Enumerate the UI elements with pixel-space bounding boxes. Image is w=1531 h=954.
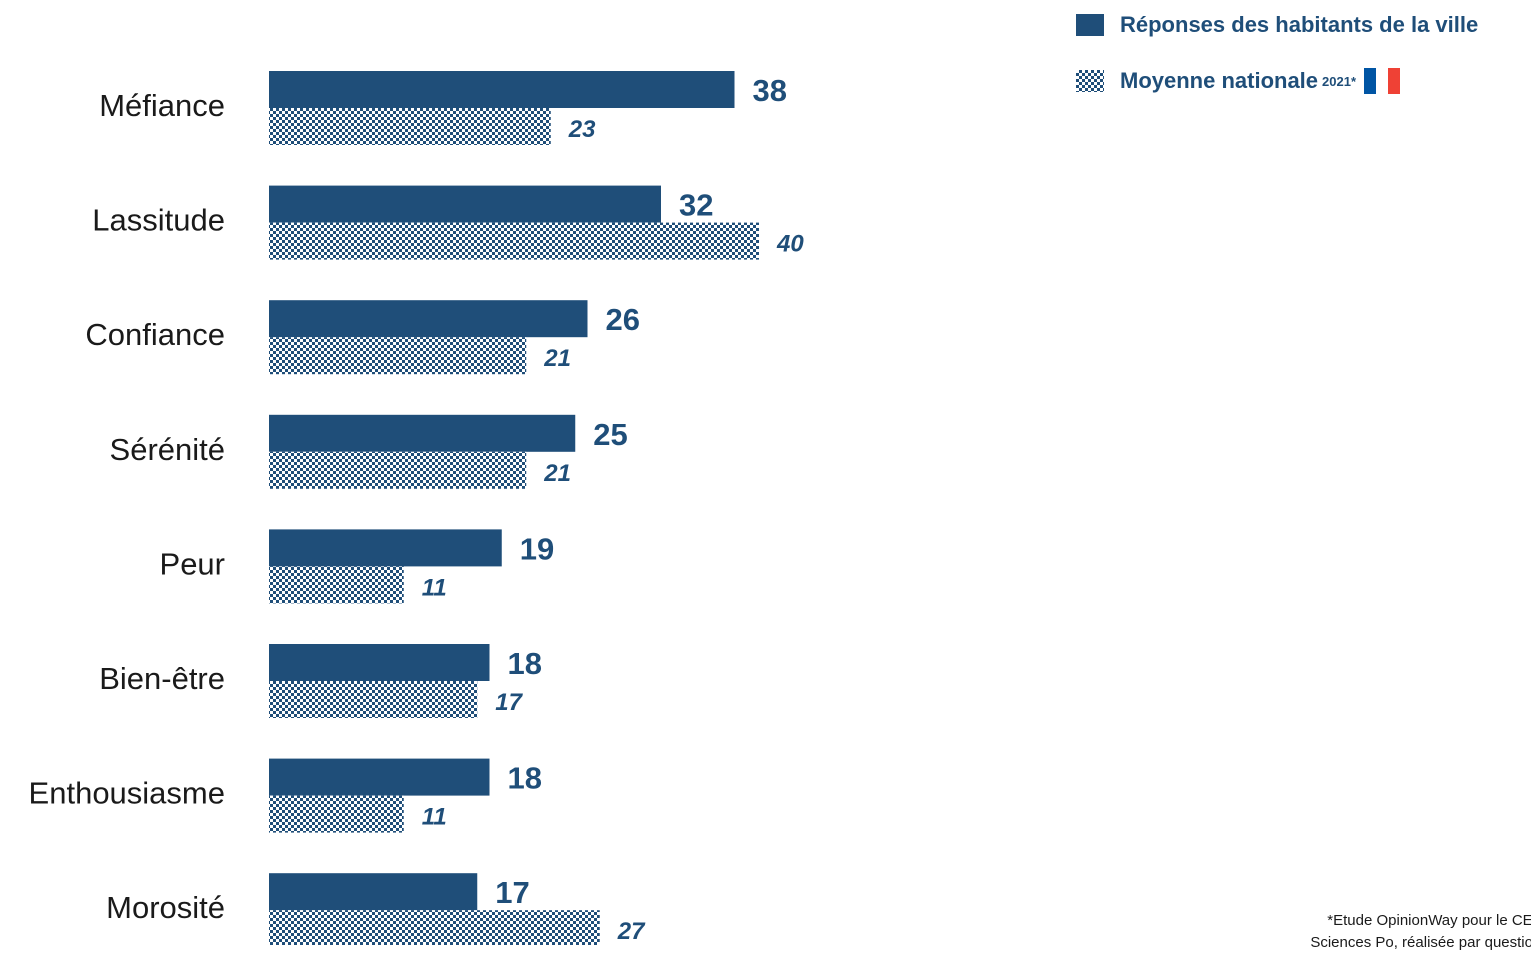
category-label-mefiance: Méfiance (99, 88, 225, 123)
bar-nationale-morosite (269, 910, 600, 945)
bar-ville-enthousiasme (269, 758, 490, 796)
bar-ville-peur (269, 529, 502, 567)
value-label-ville-mefiance: 38 (753, 73, 787, 108)
legend-swatch-solid (1076, 14, 1104, 36)
bar-nationale-serenite (269, 451, 527, 489)
category-label-lassitude: Lassitude (92, 203, 225, 238)
footnote-line-1: *Etude OpinionWay pour le CE (1327, 912, 1531, 929)
chart-legend: Réponses des habitants de la ville Moyen… (1076, 8, 1531, 120)
value-label-nationale-enthousiasme: 11 (422, 804, 447, 831)
bar-ville-confiance (269, 300, 588, 338)
bar-nationale-mefiance (269, 108, 551, 145)
bar-ville-mefiance (269, 71, 735, 108)
bar-ville-serenite (269, 414, 576, 452)
value-label-ville-confiance: 26 (606, 302, 640, 337)
value-label-nationale-confiance: 21 (543, 345, 571, 372)
value-label-nationale-serenite: 21 (543, 460, 571, 487)
category-label-peur: Peur (160, 546, 225, 581)
legend-superscript: 2021* (1322, 73, 1357, 89)
value-label-nationale-morosite: 27 (617, 918, 646, 945)
footnote-line-2: Sciences Po, réalisée par questionn (1310, 934, 1531, 951)
value-label-nationale-bien-etre: 17 (495, 689, 523, 716)
value-label-nationale-lassitude: 40 (776, 231, 804, 258)
bar-ville-lassitude (269, 185, 661, 223)
value-label-ville-serenite: 25 (593, 417, 627, 452)
bar-nationale-confiance (269, 337, 527, 375)
value-label-ville-lassitude: 32 (679, 188, 713, 223)
category-label-enthousiasme: Enthousiasme (29, 776, 225, 811)
legend-label-nationale: Moyenne nationale (1120, 68, 1319, 93)
value-label-ville-enthousiasme: 18 (508, 761, 542, 796)
bar-nationale-enthousiasme (269, 795, 404, 833)
value-label-nationale-mefiance: 23 (568, 116, 596, 143)
value-label-ville-bien-etre: 18 (508, 646, 542, 681)
category-label-morosite: Morosité (106, 890, 225, 925)
value-label-nationale-peur: 11 (422, 574, 447, 601)
legend-item-nationale: Moyenne nationale 2021* (1076, 64, 1531, 98)
footnote: *Etude OpinionWay pour le CE Sciences Po… (1230, 910, 1531, 954)
france-flag-icon (1364, 68, 1401, 94)
legend-label-ville: Réponses des habitants de la ville (1120, 12, 1479, 37)
bar-nationale-lassitude (269, 222, 759, 260)
bar-nationale-peur (269, 566, 404, 604)
value-label-ville-peur: 19 (520, 531, 554, 566)
legend-item-ville: Réponses des habitants de la ville (1076, 8, 1531, 42)
legend-swatch-checker (1076, 70, 1104, 92)
category-label-confiance: Confiance (85, 317, 225, 352)
value-label-ville-morosite: 17 (495, 875, 529, 910)
bar-nationale-bien-etre (269, 681, 478, 718)
category-label-serenite: Sérénité (110, 432, 225, 467)
bar-ville-bien-etre (269, 644, 490, 681)
category-label-bien-etre: Bien-être (99, 661, 225, 696)
bar-ville-morosite (269, 873, 478, 911)
